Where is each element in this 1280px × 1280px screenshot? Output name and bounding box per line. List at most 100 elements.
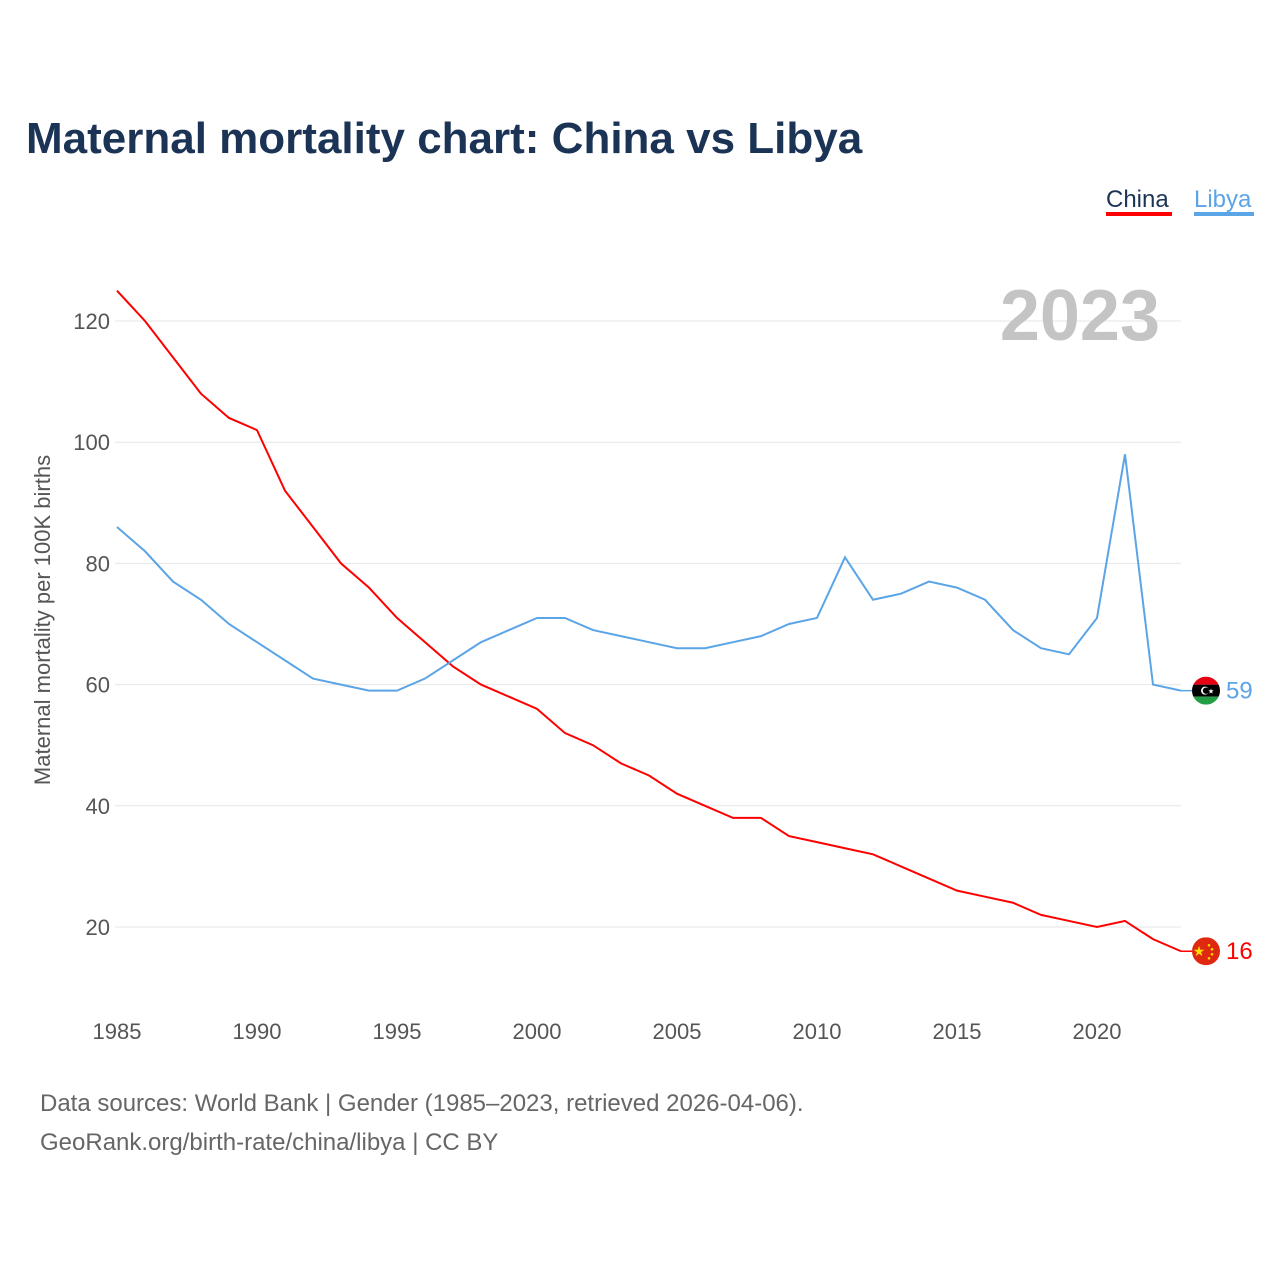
data-point-china [196, 389, 206, 399]
data-point-libya [1008, 625, 1018, 635]
data-point-china [280, 486, 290, 496]
legend: China Libya [1106, 186, 1254, 216]
y-tick-label: 60 [86, 673, 110, 698]
data-point-libya [1064, 649, 1074, 659]
data-point-china [924, 874, 934, 884]
data-point-china [476, 680, 486, 690]
end-value-libya: 59 [1226, 678, 1253, 705]
data-point-china [784, 831, 794, 841]
libya-flag-icon: ★ [1192, 676, 1220, 705]
series [112, 286, 1182, 953]
data-point-libya [420, 674, 430, 684]
x-tick-label: 2000 [513, 1019, 562, 1044]
data-point-china [672, 789, 682, 799]
data-point-china [700, 801, 710, 811]
data-point-libya [560, 613, 570, 623]
data-point-china [896, 861, 906, 871]
legend-item-china[interactable]: China [1106, 186, 1169, 213]
data-point-china [224, 413, 234, 423]
legend-swatch [1194, 212, 1254, 216]
data-point-china [364, 583, 374, 593]
data-point-libya [1036, 643, 1046, 653]
series-line-libya [116, 454, 1182, 692]
chart-title: Maternal mortality chart: China vs Libya [26, 114, 863, 163]
end-markers: ★ 16 ★ 59 [1181, 676, 1253, 966]
data-point-china [252, 425, 262, 435]
data-point-china [728, 813, 738, 823]
data-point-libya [672, 643, 682, 653]
legend-item-libya[interactable]: Libya [1194, 186, 1252, 213]
data-point-libya [504, 625, 514, 635]
data-point-libya [476, 637, 486, 647]
y-axis-label: Maternal mortality per 100K births [30, 455, 55, 785]
svg-text:★: ★ [1193, 943, 1206, 959]
data-point-china [868, 849, 878, 859]
data-point-china [1148, 934, 1158, 944]
china-flag-icon: ★ [1192, 937, 1220, 966]
y-tick-label: 120 [73, 309, 110, 334]
legend-swatch [1106, 212, 1172, 216]
data-point-china [112, 286, 122, 296]
x-tick-label: 1985 [93, 1019, 142, 1044]
data-point-china [504, 692, 514, 702]
data-point-libya [812, 613, 822, 623]
y-tick-label: 100 [73, 430, 110, 455]
source-link[interactable]: GeoRank.org/birth-rate/china/libya | CC … [40, 1129, 498, 1156]
data-point-china [168, 352, 178, 362]
data-point-libya [1148, 680, 1158, 690]
data-point-libya [700, 643, 710, 653]
data-point-libya [112, 522, 122, 532]
data-point-china [840, 843, 850, 853]
data-point-libya [1092, 613, 1102, 623]
data-point-libya [168, 577, 178, 587]
data-point-libya [336, 680, 346, 690]
x-tick-label: 2005 [653, 1019, 702, 1044]
x-tick-label: 2020 [1073, 1019, 1122, 1044]
data-point-china [952, 886, 962, 896]
data-point-libya [392, 686, 402, 696]
data-point-libya [980, 595, 990, 605]
data-point-libya [896, 589, 906, 599]
data-point-china [616, 758, 626, 768]
source-text: Data sources: World Bank | Gender (1985–… [40, 1090, 804, 1117]
x-ticks: 1985 1990 1995 2000 2005 2010 2015 2020 [93, 1019, 1122, 1044]
series-line-china [116, 290, 1182, 953]
data-point-china [1120, 916, 1130, 926]
data-point-libya [840, 552, 850, 562]
data-point-china [420, 637, 430, 647]
x-tick-label: 1995 [373, 1019, 422, 1044]
data-point-libya [532, 613, 542, 623]
data-point-libya [756, 631, 766, 641]
data-point-libya [616, 631, 626, 641]
data-point-libya [224, 619, 234, 629]
data-point-china [308, 522, 318, 532]
data-point-libya [196, 595, 206, 605]
data-point-libya [280, 655, 290, 665]
data-point-libya [728, 637, 738, 647]
data-point-libya [364, 686, 374, 696]
data-point-libya [308, 674, 318, 684]
y-tick-label: 40 [86, 794, 110, 819]
data-point-china [1092, 922, 1102, 932]
x-tick-label: 1990 [233, 1019, 282, 1044]
data-point-libya [868, 595, 878, 605]
data-point-china [1064, 916, 1074, 926]
data-point-china [812, 837, 822, 847]
data-point-china [980, 892, 990, 902]
data-point-libya [1120, 449, 1130, 459]
data-point-libya [448, 655, 458, 665]
data-point-china [336, 558, 346, 568]
data-point-libya [644, 637, 654, 647]
data-point-libya [252, 637, 262, 647]
data-point-china [140, 316, 150, 326]
data-point-libya [924, 577, 934, 587]
x-tick-label: 2015 [933, 1019, 982, 1044]
data-point-libya [952, 583, 962, 593]
grid: 20 40 60 80 100 120 [73, 309, 1181, 940]
data-point-libya [588, 625, 598, 635]
data-point-china [532, 704, 542, 714]
data-point-china [588, 740, 598, 750]
data-point-china [644, 771, 654, 781]
year-label: 2023 [1000, 276, 1160, 356]
